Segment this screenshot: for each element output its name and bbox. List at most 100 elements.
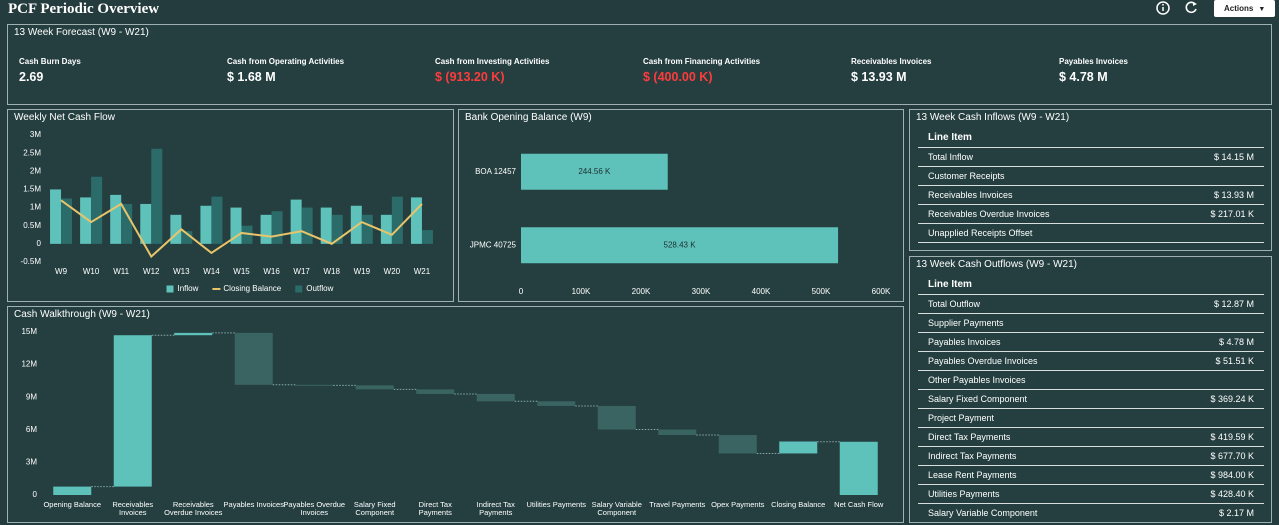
amount: [1150, 370, 1264, 390]
x-tick-label: Payables Invoices: [223, 500, 284, 509]
bar: [230, 207, 242, 244]
bar: [91, 176, 103, 244]
bar: [290, 199, 302, 244]
actions-button[interactable]: Actions ▼: [1214, 0, 1275, 17]
kpi-value: $ 4.78 M: [1059, 70, 1108, 84]
kpi-label: Cash from Financing Activities: [643, 57, 761, 66]
refresh-icon[interactable]: [1185, 1, 1197, 14]
kpi-value: 2.69: [19, 70, 44, 84]
amount: $ 217.01 K: [1156, 204, 1264, 224]
panel-title: 13 Week Cash Inflows (W9 - W21): [916, 112, 1070, 123]
x-tick-label: 100K: [572, 287, 591, 296]
y-tick-label: BOA 12457: [475, 167, 516, 176]
y-tick-label: 12M: [21, 360, 37, 369]
x-tick-label: Indirect Tax Payments: [476, 500, 515, 517]
line-item-table: Line Item Total Outflow $ 12.87 M Supplier …: [918, 275, 1264, 522]
x-tick-label: Salary Variable Component: [591, 500, 642, 517]
line-item: Lease Rent Payments: [918, 465, 1151, 485]
y-tick-label: 3M: [26, 458, 37, 467]
forecast-panel: 13 Week Forecast (W9 - W21) Cash Burn Da…: [7, 24, 1272, 105]
amount: $ 677.70 K: [1150, 446, 1264, 466]
x-tick-label: W9: [55, 267, 68, 276]
amount: $ 14.15 M: [1156, 147, 1264, 167]
y-tick-label: JPMC 40725: [470, 240, 517, 249]
app-title: PCF Periodic Overview: [8, 1, 160, 17]
bar: [295, 384, 334, 386]
kpi: Payables Invoices $ 4.78 M: [1059, 57, 1128, 84]
bar: [271, 211, 283, 244]
kpi: Cash Burn Days 2.69: [19, 57, 81, 84]
bar: [113, 335, 152, 487]
bar: [151, 148, 163, 244]
bar: [361, 214, 373, 244]
table-row: Utilities Payments $ 428.40 K: [918, 484, 1264, 504]
y-tick-label: 2.5M: [23, 148, 41, 157]
kpi-label: Cash from Investing Activities: [435, 57, 550, 66]
bar: [380, 214, 392, 244]
y-tick-label: 15M: [21, 327, 37, 336]
bar: [211, 196, 223, 244]
x-tick-label: Receivables Invoices: [112, 500, 154, 517]
y-tick-label: 0.5M: [23, 221, 41, 230]
legend-label: Closing Balance: [223, 284, 281, 293]
table-row: Project Payment: [918, 408, 1264, 428]
amount: $ 2.17 M: [1150, 503, 1264, 522]
x-tick-label: W10: [83, 267, 100, 276]
bar: [260, 214, 272, 244]
kpi-value: $ 13.93 M: [851, 70, 907, 84]
table-row: Salary Variable Component $ 2.17 M: [918, 503, 1264, 522]
bar: [110, 194, 122, 244]
bar: [416, 389, 455, 394]
x-tick-label: Opex Payments: [711, 500, 765, 509]
bar: [410, 197, 422, 244]
x-tick-label: W20: [384, 267, 401, 276]
y-tick-label: 1.5M: [23, 185, 41, 194]
kpi-label: Receivables Invoices: [851, 57, 932, 66]
value-label: 528.43 K: [664, 240, 697, 249]
bar: [50, 189, 62, 244]
table-row: Total Outflow $ 12.87 M: [918, 294, 1264, 314]
y-tick-label: 1M: [30, 203, 41, 212]
line-item: Customer Receipts: [918, 166, 1157, 186]
table-row: Direct Tax Payments $ 419.59 K: [918, 427, 1264, 447]
kpi-label: Cash from Operating Activities: [227, 57, 345, 66]
bar: [121, 203, 133, 244]
line-item: Payables Overdue Invoices: [918, 351, 1151, 371]
line-item: Unapplied Receipts Offset: [918, 223, 1157, 243]
bar: [839, 441, 878, 495]
actions-label: Actions: [1224, 4, 1254, 13]
x-tick-label: 400K: [752, 287, 771, 296]
table-row: Total Inflow $ 14.15 M: [918, 147, 1264, 167]
line-item: Supplier Payments: [918, 313, 1151, 333]
info-icon[interactable]: [1156, 1, 1170, 15]
bar: [301, 207, 313, 244]
bar: [200, 205, 212, 244]
bar: [421, 230, 433, 244]
bar: [658, 429, 697, 435]
amount: [1156, 166, 1264, 186]
table-row: Indirect Tax Payments $ 677.70 K: [918, 446, 1264, 466]
bar: [597, 405, 636, 430]
x-tick-label: 0: [519, 287, 524, 296]
table-row: Lease Rent Payments $ 984.00 K: [918, 465, 1264, 485]
x-tick-label: W14: [203, 267, 220, 276]
line-item: Indirect Tax Payments: [918, 446, 1151, 466]
bar: [53, 486, 92, 495]
legend-label: Inflow: [178, 284, 199, 293]
x-tick-label: Salary Fixed Component: [353, 500, 396, 517]
caret: ▼: [1258, 6, 1266, 13]
y-tick-label: 0: [37, 239, 42, 248]
amount: $ 4.78 M: [1150, 332, 1264, 352]
amount: [1156, 223, 1264, 243]
column-header: Line Item: [918, 275, 1264, 295]
amount: $ 12.87 M: [1150, 294, 1264, 314]
y-tick-label: 9M: [26, 392, 37, 401]
table-row: Payables Invoices $ 4.78 M: [918, 332, 1264, 352]
x-tick-label: Utilities Payments: [526, 500, 587, 509]
bar: [140, 203, 152, 244]
bar: [391, 196, 403, 244]
y-tick-label: 3M: [30, 130, 41, 139]
x-tick-label: Receivables Overdue Invoices: [164, 500, 223, 517]
